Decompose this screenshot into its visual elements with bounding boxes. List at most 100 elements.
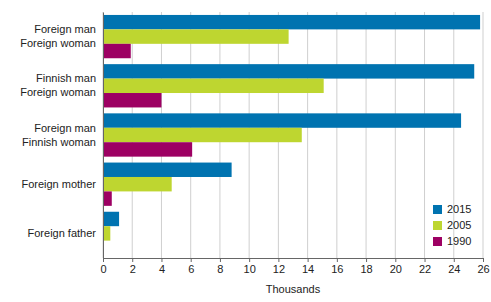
legend-item: 1990 bbox=[433, 235, 471, 247]
x-tick-mark bbox=[483, 258, 484, 262]
x-tick-label: 4 bbox=[159, 263, 165, 275]
legend-item: 2015 bbox=[433, 203, 471, 215]
bar bbox=[103, 93, 161, 107]
x-tick-mark bbox=[161, 258, 162, 262]
legend-label: 1990 bbox=[447, 235, 471, 247]
bar bbox=[103, 191, 112, 205]
bar bbox=[103, 113, 461, 127]
y-tick-label-line: Finnish woman bbox=[22, 136, 96, 148]
x-tick: 2 bbox=[130, 258, 136, 275]
plot: 02468101214161820222426Foreign manForeig… bbox=[20, 12, 489, 275]
x-tick: 10 bbox=[244, 258, 256, 275]
x-tick-mark bbox=[278, 258, 279, 262]
grid-line bbox=[395, 12, 396, 258]
x-tick: 14 bbox=[302, 258, 314, 275]
x-tick-label: 6 bbox=[188, 263, 194, 275]
grid-line bbox=[103, 12, 104, 258]
x-tick-mark bbox=[132, 258, 133, 262]
x-tick: 8 bbox=[217, 258, 223, 275]
legend-label: 2005 bbox=[447, 219, 471, 231]
x-tick-mark bbox=[337, 258, 338, 262]
x-tick: 22 bbox=[419, 258, 431, 275]
x-tick: 0 bbox=[100, 258, 106, 275]
x-tick-label: 24 bbox=[448, 263, 460, 275]
bar bbox=[103, 128, 302, 142]
y-tick: Foreign mother bbox=[21, 178, 96, 190]
x-tick-label: 2 bbox=[130, 263, 136, 275]
y-tick: Finnish man Foreign woman bbox=[20, 72, 96, 98]
x-tick-label: 8 bbox=[217, 263, 223, 275]
x-axis-title: Thousands bbox=[266, 283, 321, 295]
y-tick-label: Finnish man Foreign woman bbox=[20, 72, 96, 98]
y-axis: Foreign man Foreign woman Finnish man Forei… bbox=[20, 13, 103, 259]
y-axis-line bbox=[103, 13, 104, 259]
legend-swatch bbox=[433, 221, 442, 230]
legend-swatch bbox=[433, 205, 442, 214]
x-tick: 6 bbox=[188, 258, 194, 275]
x-tick-label: 20 bbox=[390, 263, 402, 275]
y-tick-label: Foreign man Foreign woman bbox=[20, 23, 96, 49]
x-tick-label: 18 bbox=[360, 263, 372, 275]
legend-swatch bbox=[433, 237, 442, 246]
bar bbox=[103, 64, 474, 78]
bar bbox=[103, 226, 110, 240]
x-tick: 24 bbox=[448, 258, 460, 275]
x-axis: 02468101214161820222426 bbox=[100, 258, 489, 275]
bar bbox=[103, 29, 289, 43]
y-tick: Foreign father bbox=[28, 227, 97, 239]
x-tick-label: 14 bbox=[302, 263, 314, 275]
x-tick-mark bbox=[395, 258, 396, 262]
bar bbox=[103, 177, 172, 191]
x-tick-mark bbox=[191, 258, 192, 262]
legend: 2015 2005 1990 bbox=[433, 203, 471, 247]
x-tick: 26 bbox=[477, 258, 489, 275]
y-tick-label-line: Foreign mother bbox=[21, 178, 96, 190]
grid-line bbox=[307, 12, 308, 258]
x-tick-label: 0 bbox=[100, 263, 106, 275]
x-tick: 18 bbox=[360, 258, 372, 275]
chart: 02468101214161820222426Foreign manForeig… bbox=[0, 0, 491, 302]
grid bbox=[103, 12, 483, 258]
x-tick-mark bbox=[454, 258, 455, 262]
x-tick: 16 bbox=[331, 258, 343, 275]
legend-label: 2015 bbox=[447, 203, 471, 215]
x-tick-label: 12 bbox=[273, 263, 285, 275]
bar bbox=[103, 142, 192, 156]
y-tick-label-line: Foreign father bbox=[28, 227, 97, 239]
x-tick-mark bbox=[220, 258, 221, 262]
y-tick-label-line: Foreign man bbox=[34, 122, 96, 134]
x-axis-line bbox=[104, 259, 484, 263]
y-tick-label: Foreign father bbox=[28, 227, 97, 239]
x-tick: 4 bbox=[159, 258, 165, 275]
y-tick: Foreign man Foreign woman bbox=[20, 23, 96, 49]
bar bbox=[103, 79, 324, 93]
x-tick-label: 26 bbox=[477, 263, 489, 275]
x-tick-label: 22 bbox=[419, 263, 431, 275]
bar bbox=[103, 163, 232, 177]
y-tick-label-line: Finnish man bbox=[36, 72, 96, 84]
grid-line bbox=[336, 12, 337, 258]
y-tick-label: Foreign mother bbox=[21, 178, 96, 190]
grid-line bbox=[424, 12, 425, 258]
y-tick-label-line: Foreign woman bbox=[20, 37, 96, 49]
x-tick: 20 bbox=[390, 258, 402, 275]
y-tick-label-line: Foreign woman bbox=[20, 86, 96, 98]
grid-line bbox=[366, 12, 367, 258]
bar bbox=[103, 15, 480, 29]
y-tick-label: Foreign man Finnish woman bbox=[22, 122, 96, 148]
x-tick: 12 bbox=[273, 258, 285, 275]
x-tick-label: 16 bbox=[331, 263, 343, 275]
y-tick: Foreign man Finnish woman bbox=[22, 122, 96, 148]
x-tick-mark bbox=[366, 258, 367, 262]
grid-line bbox=[483, 12, 484, 258]
bars bbox=[103, 15, 480, 241]
x-tick-mark bbox=[425, 258, 426, 262]
x-tick-label: 10 bbox=[244, 263, 256, 275]
legend-item: 2005 bbox=[433, 219, 471, 231]
x-tick-mark bbox=[308, 258, 309, 262]
x-tick-mark bbox=[249, 258, 250, 262]
x-tick-mark bbox=[103, 258, 104, 262]
bar bbox=[103, 212, 119, 226]
y-tick-label-line: Foreign man bbox=[34, 23, 96, 35]
bar bbox=[103, 44, 131, 58]
